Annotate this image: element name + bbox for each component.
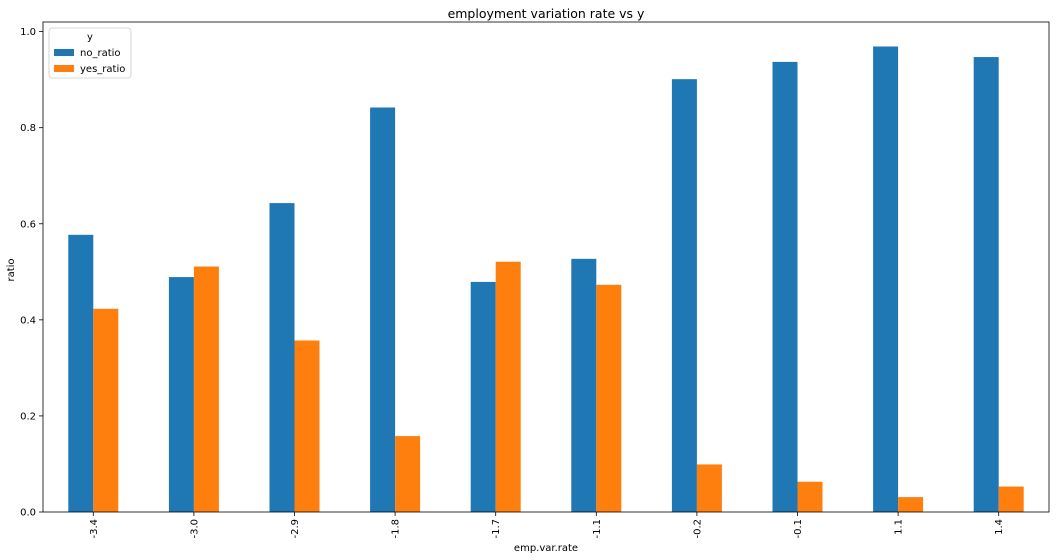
bar-no_ratio--0.2: [671, 79, 697, 513]
x-tick-label: -3.0: [189, 519, 200, 539]
bar-yes_ratio--3.0: [193, 266, 219, 512]
y-tick-label: 0.8: [20, 123, 36, 134]
plot-frame: [42, 21, 1050, 513]
x-axis-label: emp.var.rate: [514, 543, 578, 554]
y-axis-label: ratio: [6, 258, 17, 281]
bar-yes_ratio-1.1: [898, 497, 924, 512]
x-tick-label: -1.8: [391, 519, 402, 539]
bar-yes_ratio--1.7: [495, 261, 521, 512]
bar-yes_ratio--1.1: [596, 284, 622, 512]
legend-swatch-yes_ratio: [54, 65, 74, 72]
chart-title: employment variation rate vs y: [448, 6, 645, 21]
bar-no_ratio--2.9: [269, 203, 295, 512]
legend-swatch-no_ratio: [54, 49, 74, 56]
bar-no_ratio--1.1: [571, 258, 597, 512]
bar-no_ratio--1.8: [370, 107, 396, 513]
bar-yes_ratio--0.2: [696, 464, 722, 512]
x-tick-label: -3.4: [89, 519, 100, 539]
bar-yes_ratio--1.8: [395, 436, 421, 512]
bar-no_ratio-1.4: [973, 57, 999, 512]
legend-label-yes_ratio: yes_ratio: [80, 64, 125, 75]
bar-no_ratio--3.0: [168, 277, 194, 512]
bar-no_ratio-1.1: [873, 46, 899, 512]
y-tick-label: 0.6: [20, 219, 36, 230]
x-tick-label: 1.4: [994, 519, 1005, 535]
legend: y no_ratio yes_ratio: [48, 27, 132, 79]
x-tick-label: -2.9: [290, 519, 301, 539]
x-tick-label: -0.2: [692, 519, 703, 539]
x-tick-label: -0.1: [793, 519, 804, 539]
bar-yes_ratio--3.4: [93, 308, 119, 512]
x-tick-label: -1.1: [592, 519, 603, 539]
bar-no_ratio--1.7: [470, 281, 496, 512]
bar-yes_ratio--0.1: [797, 481, 823, 512]
legend-title: y: [87, 32, 93, 43]
bar-yes_ratio-1.4: [998, 486, 1024, 512]
x-tick-label: -1.7: [491, 519, 502, 539]
y-tick-label: 0.2: [20, 411, 36, 422]
y-tick-label: 0.4: [20, 315, 36, 326]
legend-label-no_ratio: no_ratio: [80, 48, 121, 59]
bar-yes_ratio--2.9: [294, 340, 320, 512]
y-tick-label: 1.0: [20, 27, 36, 38]
x-tick-label: 1.1: [894, 519, 905, 535]
plot-area: 0.0 0.2 0.4 0.6 0.8 1.0 -3.4 -3.0 -2.9 -1.8 -1.7 -1…: [20, 21, 1050, 539]
bar-no_ratio--3.4: [68, 234, 94, 512]
y-tick-label: 0.0: [20, 508, 36, 519]
bar-no_ratio--0.1: [772, 61, 798, 512]
